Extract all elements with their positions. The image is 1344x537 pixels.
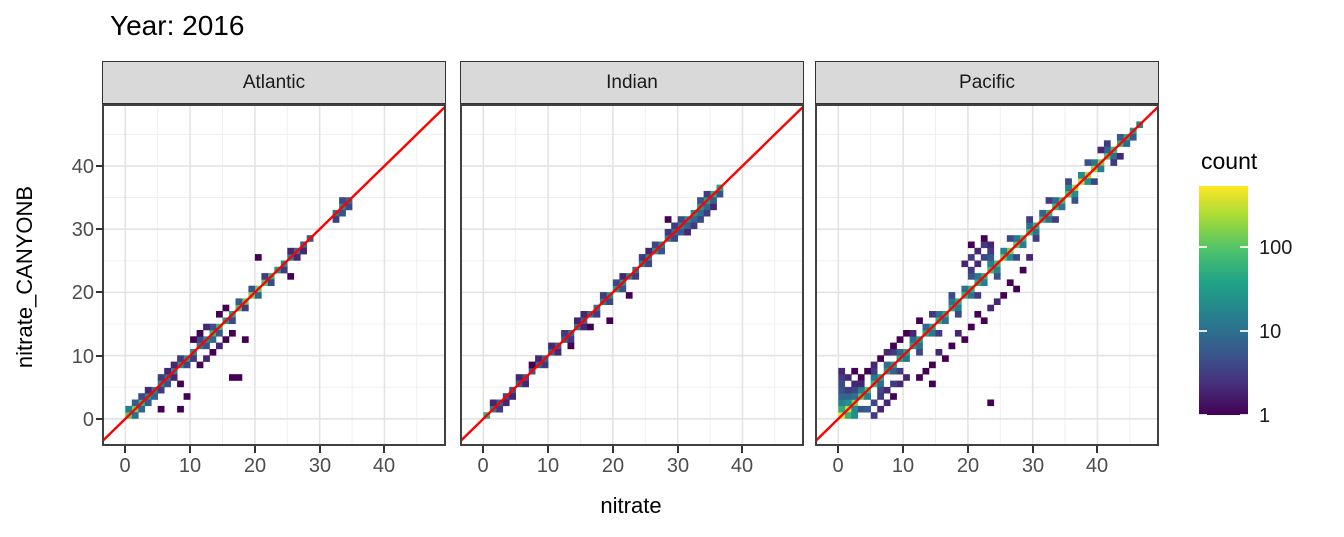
y-axis-label: nitrate_CANYONB <box>12 185 37 369</box>
y-tick-label: 10 <box>71 346 94 368</box>
legend-tick-mark <box>1199 414 1207 416</box>
legend-tick-label: 1 <box>1259 405 1271 427</box>
x-tick-label: 20 <box>243 455 267 477</box>
x-tick-mark <box>383 446 385 453</box>
y-tick-mark <box>96 355 103 357</box>
x-tick-label: 30 <box>666 455 690 477</box>
y-tick-mark <box>96 418 103 420</box>
x-tick-label: 0 <box>477 455 489 477</box>
x-tick-label: 0 <box>832 455 844 477</box>
y-tick-label: 20 <box>71 282 94 304</box>
x-tick-mark <box>124 446 126 453</box>
x-tick-mark <box>677 446 679 453</box>
y-tick-label: 40 <box>71 156 94 178</box>
legend-tick-label: 10 <box>1259 321 1282 343</box>
x-tick-label: 20 <box>601 455 625 477</box>
x-tick-label: 40 <box>1085 455 1109 477</box>
x-tick-label: 20 <box>956 455 980 477</box>
legend-tick-label: 100 <box>1259 237 1293 259</box>
legend-tick-mark <box>1240 246 1248 248</box>
legend-title: count <box>1201 148 1258 174</box>
x-tick-mark <box>1032 446 1034 453</box>
legend-tick-mark <box>1240 330 1248 332</box>
facet-strip-label: Indian <box>606 71 658 93</box>
panel-indian <box>460 104 804 446</box>
x-tick-mark <box>254 446 256 453</box>
panel-atlantic <box>102 104 446 446</box>
y-tick-mark <box>96 228 103 230</box>
x-tick-label: 30 <box>308 455 332 477</box>
y-tick-label: 0 <box>82 409 94 431</box>
x-tick-mark <box>902 446 904 453</box>
facet-strip-pacific: Pacific <box>815 61 1159 104</box>
x-tick-label: 40 <box>372 455 396 477</box>
x-tick-mark <box>967 446 969 453</box>
x-tick-mark <box>189 446 191 453</box>
facet-strip-atlantic: Atlantic <box>102 61 446 104</box>
y-tick-mark <box>96 165 103 167</box>
x-tick-mark <box>547 446 549 453</box>
x-tick-mark <box>741 446 743 453</box>
facet-strip-indian: Indian <box>460 61 804 104</box>
x-tick-mark <box>837 446 839 453</box>
x-tick-label: 0 <box>119 455 131 477</box>
plot-title: Year: 2016 <box>110 10 245 41</box>
x-tick-label: 40 <box>730 455 754 477</box>
x-tick-mark <box>612 446 614 453</box>
x-tick-mark <box>319 446 321 453</box>
x-tick-mark <box>482 446 484 453</box>
x-tick-label: 30 <box>1021 455 1045 477</box>
x-tick-label: 10 <box>536 455 560 477</box>
y-tick-label: 30 <box>71 219 94 241</box>
y-tick-mark <box>96 291 103 293</box>
legend-tick-mark <box>1199 246 1207 248</box>
x-tick-label: 10 <box>891 455 915 477</box>
x-tick-label: 10 <box>178 455 202 477</box>
panel-pacific <box>815 104 1159 446</box>
x-tick-mark <box>1096 446 1098 453</box>
legend-colorbar <box>1199 186 1248 415</box>
facet-strip-label: Pacific <box>959 71 1015 93</box>
facet-strip-label: Atlantic <box>242 71 306 93</box>
legend-tick-mark <box>1199 330 1207 332</box>
x-axis-label: nitrate <box>600 493 662 518</box>
legend-tick-mark <box>1240 414 1248 416</box>
